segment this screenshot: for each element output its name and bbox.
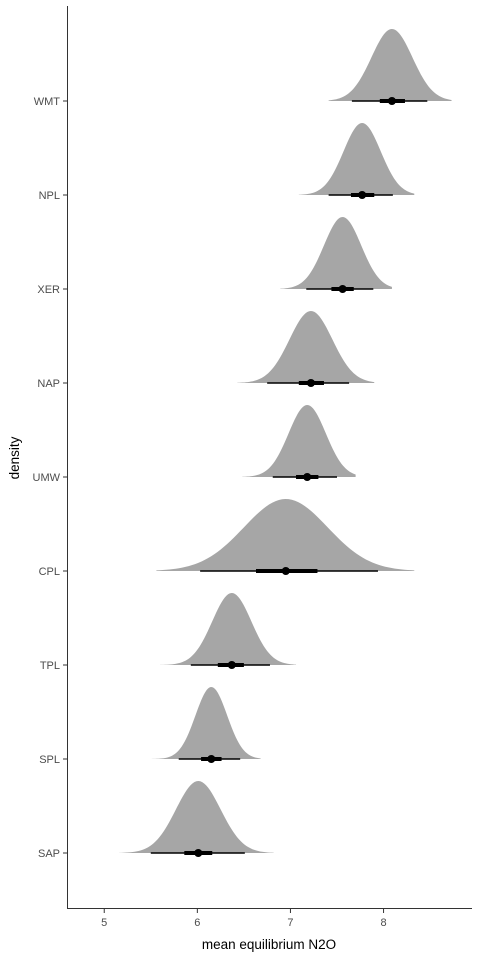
y-tick-label-umw: UMW bbox=[33, 472, 61, 484]
median-point-umw bbox=[303, 473, 312, 481]
median-point-nap bbox=[306, 379, 315, 387]
density-xer bbox=[280, 217, 392, 289]
density-npl bbox=[298, 123, 415, 195]
median-point-wmt bbox=[387, 97, 396, 105]
plot-area bbox=[119, 29, 452, 857]
y-tick-label-tpl: TPL bbox=[40, 660, 60, 672]
x-axis: 5 6 7 8 bbox=[101, 909, 387, 929]
density-spl bbox=[149, 687, 261, 759]
median-point-tpl bbox=[227, 661, 236, 669]
density-nap bbox=[237, 311, 375, 383]
density-sap bbox=[119, 781, 274, 853]
density-wmt bbox=[328, 29, 452, 101]
density-umw bbox=[242, 405, 356, 477]
y-tick-label-nap: NAP bbox=[37, 378, 60, 390]
median-point-npl bbox=[358, 191, 367, 199]
median-point-xer bbox=[338, 285, 347, 293]
x-axis-title: mean equilibrium N2O bbox=[202, 937, 336, 952]
y-tick-label-spl: SPL bbox=[39, 754, 60, 766]
x-tick-label-7: 7 bbox=[287, 917, 293, 929]
y-tick-label-wmt: WMT bbox=[34, 96, 61, 108]
x-tick-label-8: 8 bbox=[380, 917, 386, 929]
x-tick-label-6: 6 bbox=[194, 917, 200, 929]
median-point-sap bbox=[194, 849, 203, 857]
density-cpl bbox=[156, 499, 415, 571]
median-point-cpl bbox=[281, 567, 290, 575]
x-tick-label-5: 5 bbox=[101, 917, 107, 929]
density-tpl bbox=[160, 593, 297, 665]
y-axis-title: density bbox=[7, 436, 22, 479]
median-point-spl bbox=[207, 755, 216, 763]
y-tick-label-xer: XER bbox=[37, 284, 60, 296]
y-tick-label-cpl: CPL bbox=[39, 566, 60, 578]
y-tick-label-sap: SAP bbox=[38, 848, 60, 860]
y-tick-label-npl: NPL bbox=[39, 190, 60, 202]
y-axis: WMT NPL XER NAP UMW CPL TPL SPL SAP bbox=[33, 96, 67, 860]
